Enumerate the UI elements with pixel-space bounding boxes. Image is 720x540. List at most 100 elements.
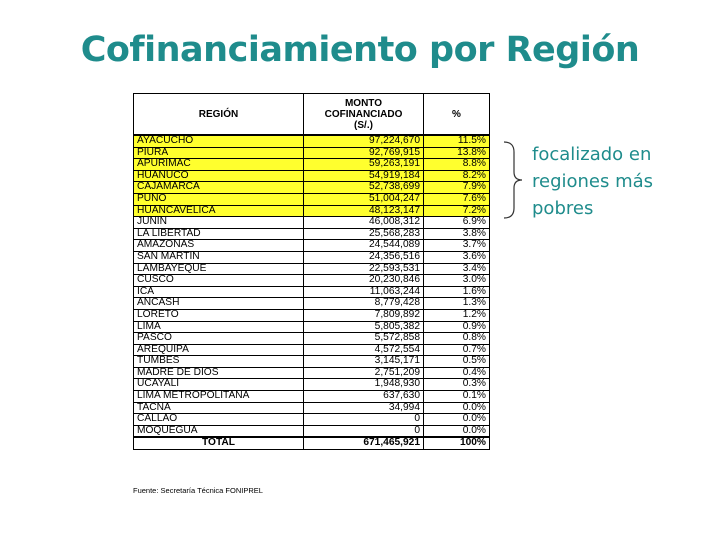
cell-monto: 52,738,699	[303, 181, 424, 194]
table-row: APURIMAC 59,263,191 8.8%	[133, 158, 490, 171]
cell-percent: 8.2%	[423, 169, 490, 183]
cell-monto: 4,572,554	[303, 343, 424, 357]
annotation-text: focalizado en regiones más pobres	[532, 144, 654, 219]
cell-percent: 0.3%	[423, 378, 490, 392]
cell-monto: 5,805,382	[303, 320, 424, 334]
cell-monto: 11,063,244	[303, 285, 424, 299]
cell-monto: 24,356,516	[303, 250, 424, 264]
table-row: PIURA 92,769,915 13.8%	[133, 146, 490, 160]
cell-region: LA LIBERTAD	[133, 227, 304, 241]
table-row: AMAZONAS 24,544,089 3.7%	[133, 239, 490, 252]
header-monto-line: COFINANCIADO	[324, 108, 403, 120]
header-monto-line: MONTO	[344, 97, 383, 109]
cell-region: TACNA	[133, 401, 304, 415]
cell-region: ICA	[133, 285, 304, 299]
table-row: SAN MARTIN 24,356,516 3.6%	[133, 250, 490, 264]
cell-region: LORETO	[133, 308, 304, 322]
table-row: JUNIN 46,008,312 6.9%	[133, 216, 490, 229]
cell-percent: 0.7%	[423, 343, 490, 357]
cell-region: PUNO	[133, 192, 304, 206]
cell-percent: 3.7%	[423, 239, 490, 252]
cell-region: HUANUCO	[133, 169, 304, 183]
header-region: REGIÓN	[133, 93, 304, 136]
cell-monto: 34,994	[303, 401, 424, 415]
table-row: LIMA METROPOLITANA 637,630 0.1%	[133, 390, 490, 403]
header-monto: MONTO COFINANCIADO (S/.)	[303, 93, 424, 136]
source-note: Fuente: Secretaría Técnica FONIPREL	[133, 486, 263, 495]
cell-region: AMAZONAS	[133, 239, 304, 252]
cell-percent: 3.4%	[423, 262, 490, 276]
cell-percent: 0.0%	[423, 401, 490, 415]
cell-percent: 0.4%	[423, 366, 490, 380]
cell-region: APURIMAC	[133, 158, 304, 171]
table-row: CALLAO 0 0.0%	[133, 413, 490, 426]
cell-region: LIMA METROPOLITANA	[133, 390, 304, 403]
cell-percent: 1.6%	[423, 285, 490, 299]
cell-region: PIURA	[133, 146, 304, 160]
table-row: UCAYALI 1,948,930 0.3%	[133, 378, 490, 392]
slide-title: Cofinanciamiento por Región	[80, 30, 640, 70]
cell-monto: 7,809,892	[303, 308, 424, 322]
cell-percent: 0.8%	[423, 332, 490, 345]
cell-region: LAMBAYEQUE	[133, 262, 304, 276]
cell-region: HUANCAVELICA	[133, 204, 304, 218]
cell-monto: 3,145,171	[303, 355, 424, 368]
cell-percent: 13.8%	[423, 146, 490, 160]
cell-region: UCAYALI	[133, 378, 304, 392]
table-row: MOQUEGUA 0 0.0%	[133, 424, 490, 438]
cell-monto: 54,919,184	[303, 169, 424, 183]
cell-monto: 8,779,428	[303, 297, 424, 310]
cell-percent: 7.6%	[423, 192, 490, 206]
cell-percent: 0.5%	[423, 355, 490, 368]
cell-region: AREQUIPA	[133, 343, 304, 357]
cell-monto: 2,751,209	[303, 366, 424, 380]
cell-monto: 22,593,531	[303, 262, 424, 276]
cell-percent: 7.2%	[423, 204, 490, 218]
cell-percent: 1.2%	[423, 308, 490, 322]
cell-monto: 59,263,191	[303, 158, 424, 171]
table-row: CUSCO 20,230,846 3.0%	[133, 274, 490, 287]
curly-brace-icon	[503, 141, 523, 219]
cell-monto: 92,769,915	[303, 146, 424, 160]
region-table: REGIÓN MONTO COFINANCIADO (S/.) % AYACUC…	[133, 93, 490, 451]
table-row: AREQUIPA 4,572,554 0.7%	[133, 343, 490, 357]
region-table-container: REGIÓN MONTO COFINANCIADO (S/.) % AYACUC…	[133, 93, 490, 465]
cell-monto: 5,572,858	[303, 332, 424, 345]
table-row: AYACUCHO 97,224,670 11.5%	[133, 134, 490, 148]
table-row: TUMBES 3,145,171 0.5%	[133, 355, 490, 368]
cell-monto: 20,230,846	[303, 274, 424, 287]
table-row: CAJAMARCA 52,738,699 7.9%	[133, 181, 490, 194]
table-row: MADRE DE DIOS 2,751,209 0.4%	[133, 366, 490, 380]
total-percent: 100%	[423, 436, 490, 451]
cell-region: SAN MARTIN	[133, 250, 304, 264]
cell-monto: 24,544,089	[303, 239, 424, 252]
cell-percent: 1.3%	[423, 297, 490, 310]
cell-monto: 97,224,670	[303, 134, 424, 148]
cell-monto: 46,008,312	[303, 216, 424, 229]
cell-region: PASCO	[133, 332, 304, 345]
table-row: PUNO 51,004,247 7.6%	[133, 192, 490, 206]
cell-monto: 48,123,147	[303, 204, 424, 218]
total-row: TOTAL 671,465,921 100%	[133, 436, 490, 451]
table-row: PASCO 5,572,858 0.8%	[133, 332, 490, 345]
cell-monto: 0	[303, 413, 424, 426]
cell-monto: 1,948,930	[303, 378, 424, 392]
cell-percent: 8.8%	[423, 158, 490, 171]
cell-region: MOQUEGUA	[133, 424, 304, 438]
cell-region: CUSCO	[133, 274, 304, 287]
table-row: LORETO 7,809,892 1.2%	[133, 308, 490, 322]
cell-monto: 51,004,247	[303, 192, 424, 206]
header-monto-line: (S/.)	[354, 119, 373, 131]
cell-percent: 3.8%	[423, 227, 490, 241]
cell-region: JUNIN	[133, 216, 304, 229]
cell-region: AYACUCHO	[133, 134, 304, 148]
cell-region: MADRE DE DIOS	[133, 366, 304, 380]
cell-region: CAJAMARCA	[133, 181, 304, 194]
cell-region: CALLAO	[133, 413, 304, 426]
cell-percent: 0.0%	[423, 424, 490, 438]
table-row: HUANCAVELICA 48,123,147 7.2%	[133, 204, 490, 218]
table-row: ICA 11,063,244 1.6%	[133, 285, 490, 299]
header-percent: %	[423, 93, 490, 136]
cell-percent: 7.9%	[423, 181, 490, 194]
cell-region: LIMA	[133, 320, 304, 334]
